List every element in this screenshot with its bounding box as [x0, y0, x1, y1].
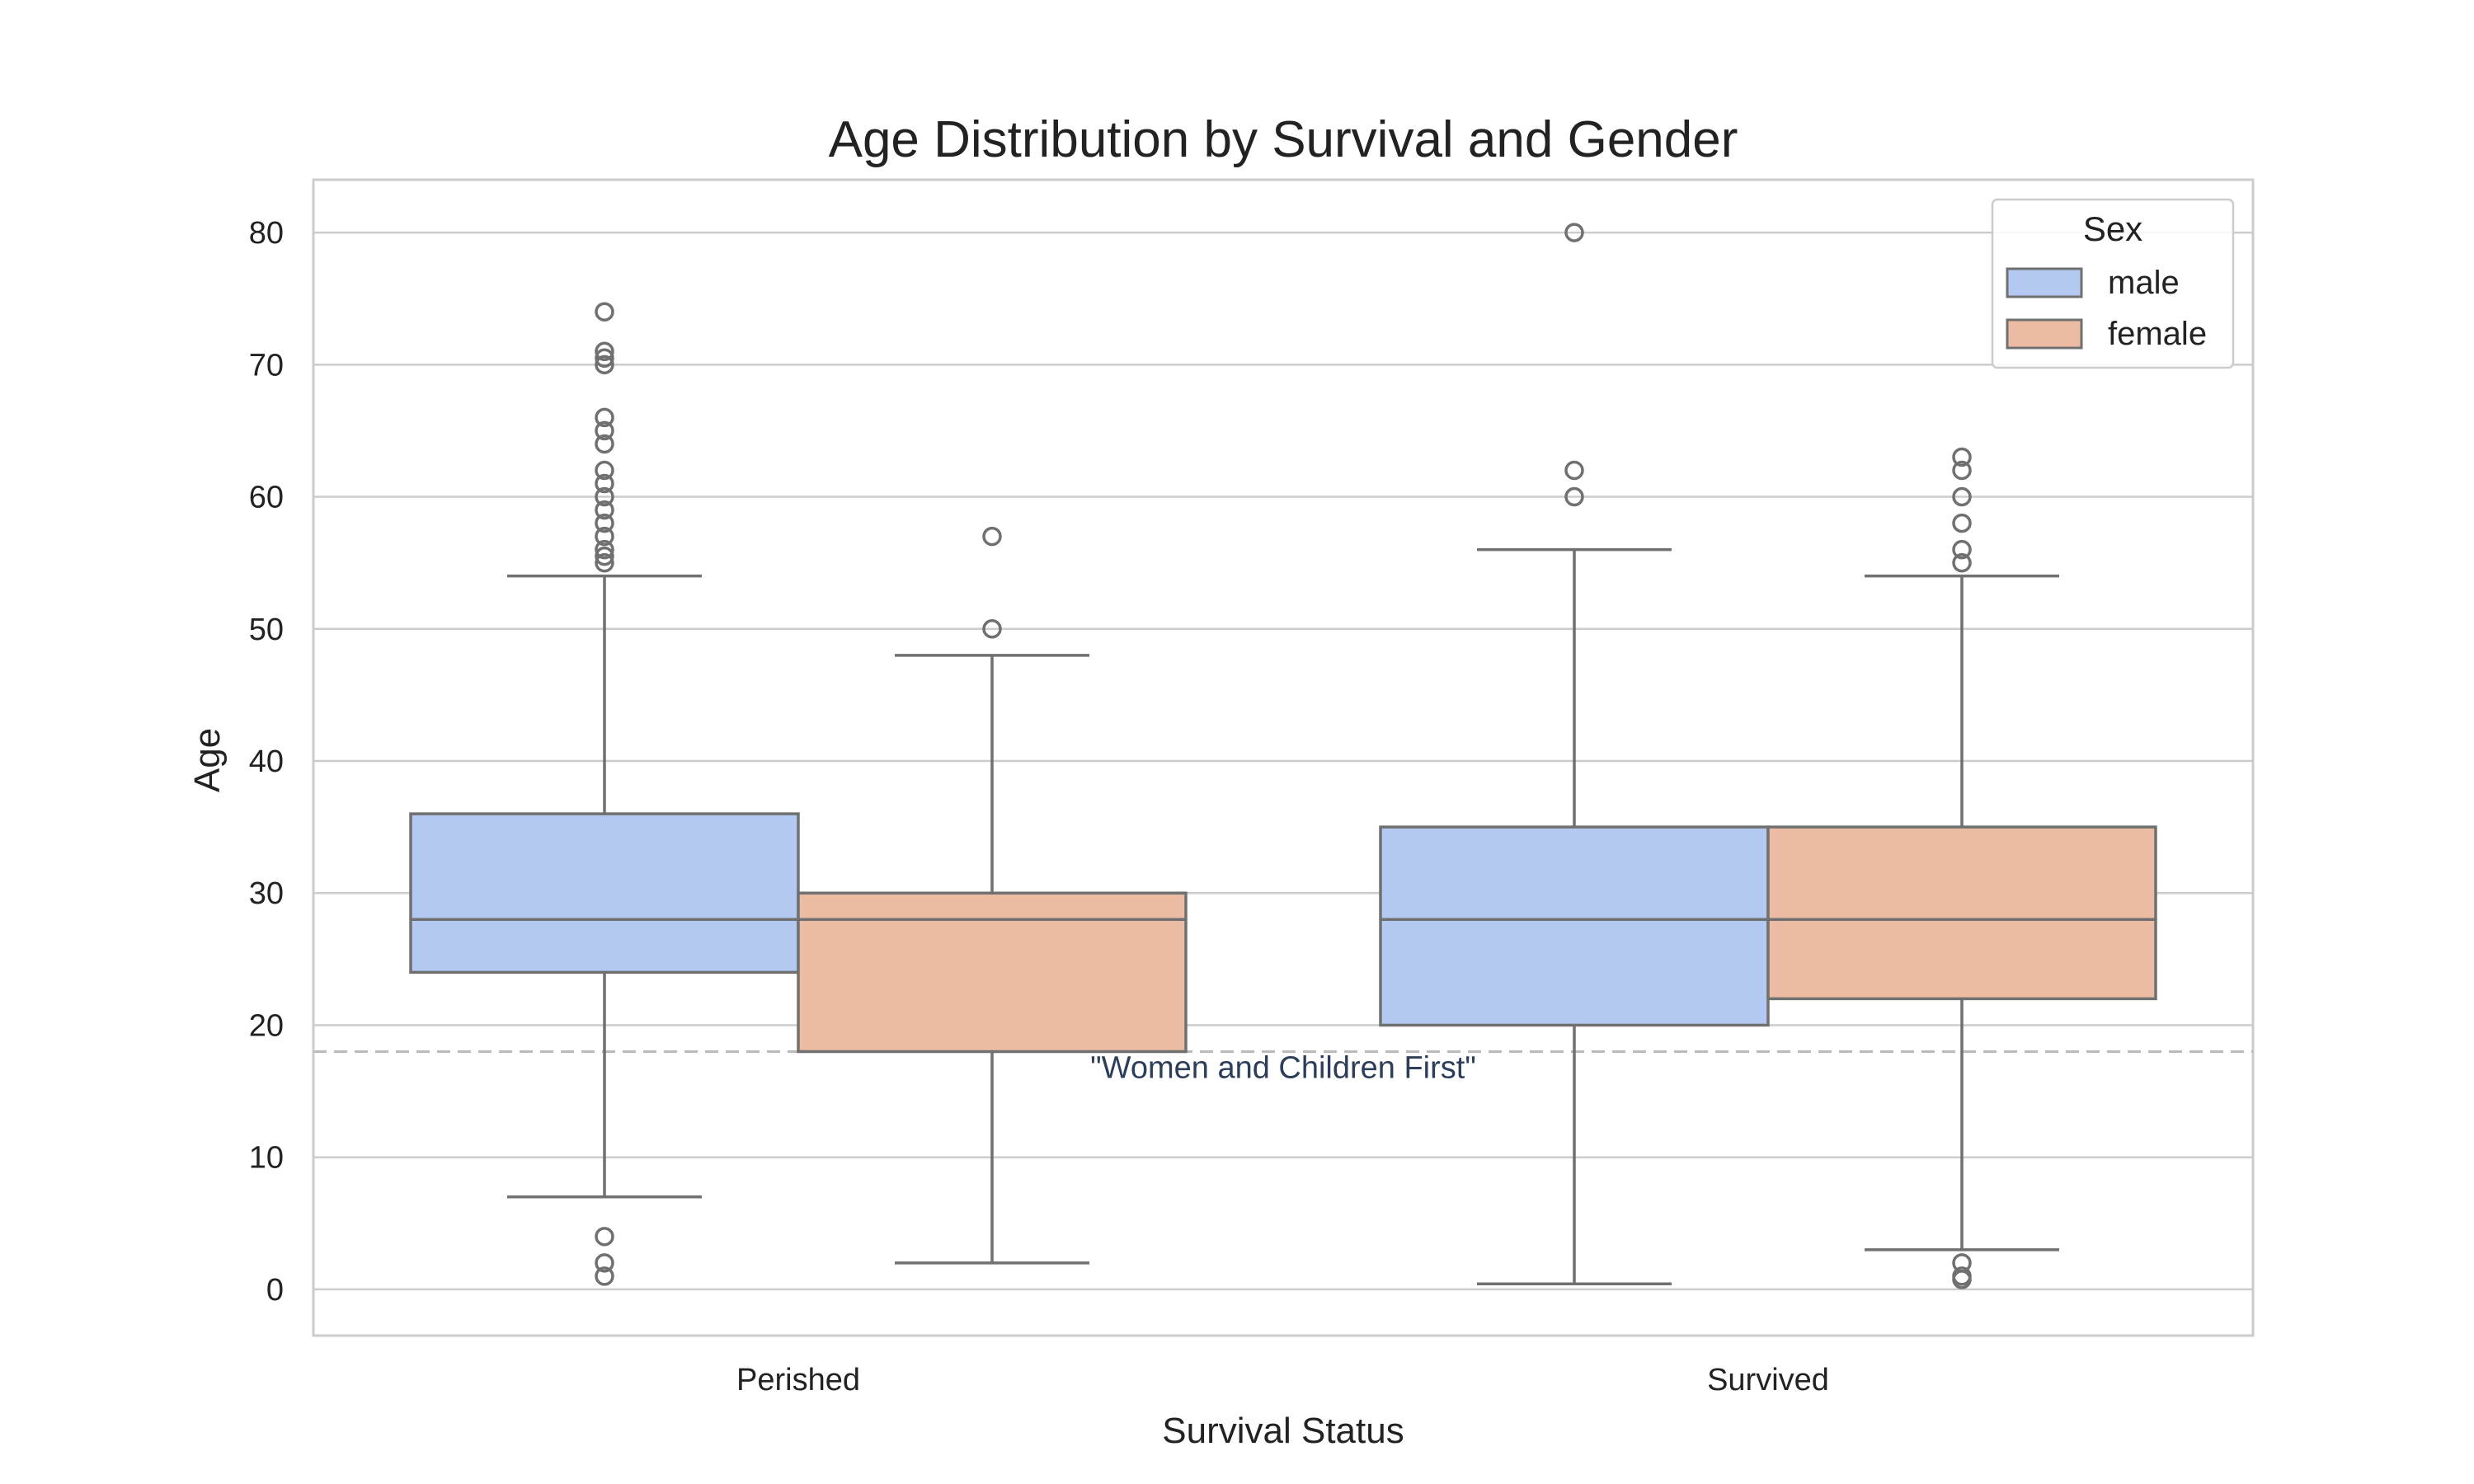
outlier-point [1564, 486, 1584, 507]
outlier-point [595, 460, 614, 481]
outlier-point [595, 302, 614, 322]
outlier-point [595, 546, 614, 566]
outlier-point [1952, 460, 1972, 481]
plot-area-frame [312, 178, 2255, 1337]
legend-swatch-female [2006, 318, 2083, 350]
y-tick-label: 60 [249, 481, 284, 515]
outlier-point [1952, 539, 1972, 560]
outlier-point [595, 341, 614, 362]
outlier-point [595, 552, 614, 573]
y-axis-label: Age [187, 728, 228, 792]
outlier-point [595, 513, 614, 533]
outlier-point [595, 434, 614, 454]
y-tick-label: 10 [249, 1141, 284, 1176]
reference-line-group: "Women and Children First" [313, 1050, 2253, 1086]
box-iqr [409, 812, 800, 974]
outlier-point [1564, 460, 1584, 481]
outlier-point [1564, 223, 1584, 242]
reference-line-annotation: "Women and Children First" [1090, 1051, 1476, 1086]
legend-title: Sex [2083, 209, 2142, 248]
legend-label-male: male [2108, 265, 2180, 301]
outlier-point [595, 473, 614, 494]
box-plot-marks [409, 223, 2157, 1289]
y-tick-label: 30 [249, 876, 284, 911]
outlier-point [595, 348, 614, 369]
legend: Sex male female [1991, 198, 2235, 369]
outlier-point [1952, 1270, 1972, 1289]
outlier-point [982, 619, 1002, 639]
y-tick-label: 80 [249, 216, 284, 251]
outlier-point [595, 526, 614, 547]
outlier-point [1952, 552, 1972, 573]
box-male-perished [409, 302, 800, 1286]
box-iqr [1379, 825, 1770, 1027]
x-tick-label: Perished [736, 1363, 860, 1397]
outlier-point [982, 526, 1002, 547]
outlier-point [595, 1227, 614, 1247]
box-iqr [1766, 825, 2157, 1001]
y-tick-label: 40 [249, 744, 284, 779]
outlier-point [595, 355, 614, 375]
axis-ticks: 0 10 20 30 40 50 60 70 80 Perished Survived [249, 216, 1829, 1397]
y-tick-label: 20 [249, 1008, 284, 1043]
x-axis-label: Survival Status [1162, 1411, 1404, 1451]
box-iqr [797, 891, 1188, 1054]
chart-title: Age Distribution by Survival and Gender [829, 111, 1738, 168]
y-tick-label: 50 [249, 613, 284, 647]
outlier-point [595, 539, 614, 560]
outlier-point [595, 420, 614, 441]
box-male-survived [1379, 223, 1770, 1285]
x-tick-label: Survived [1707, 1363, 1829, 1397]
outlier-point [595, 1253, 614, 1273]
outlier-point [595, 486, 614, 507]
outlier-point [595, 500, 614, 520]
outlier-point [595, 407, 614, 428]
box-female-perished [797, 526, 1188, 1265]
legend-swatch-male [2006, 267, 2083, 298]
outlier-point [1952, 447, 1972, 467]
y-tick-label: 70 [249, 348, 284, 383]
outlier-point [595, 1266, 614, 1286]
y-tick-label: 0 [266, 1273, 284, 1308]
legend-label-female: female [2108, 316, 2207, 352]
box-female-survived [1766, 447, 2157, 1289]
outlier-point [1952, 486, 1972, 507]
outlier-point [1952, 513, 1972, 533]
